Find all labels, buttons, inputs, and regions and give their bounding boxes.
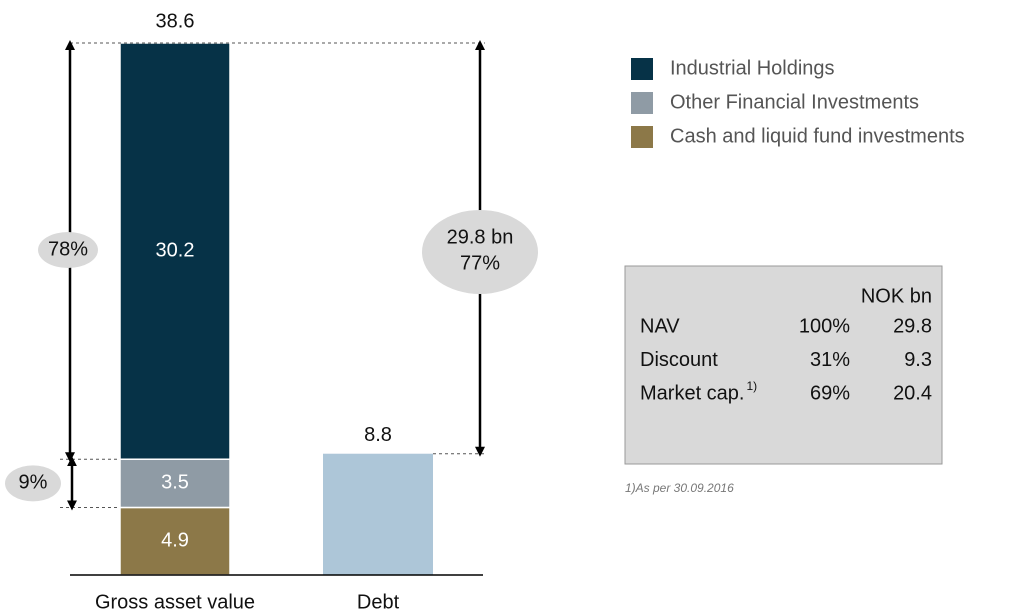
annotation: 77% [460, 252, 500, 274]
bar-segment [119, 506, 231, 576]
table-cell: 29.8 [893, 315, 932, 337]
data-label: 4.9 [161, 530, 189, 552]
annotation-bubble [422, 210, 538, 294]
table-header: NOK bn [861, 285, 932, 307]
table-box [624, 265, 943, 465]
annotation-bubble [38, 232, 98, 268]
annotation-bubble [5, 465, 61, 502]
total-label: 38.6 [156, 10, 195, 32]
table-cell: 69% [810, 382, 850, 404]
x-tick-label: Debt [357, 591, 400, 613]
table-cell: Discount [640, 349, 718, 371]
footnote: 1)As per 30.09.2016 [625, 481, 734, 495]
legend-label: Industrial Holdings [670, 57, 835, 79]
bar [323, 453, 433, 575]
annotation: 29.8 bn [447, 226, 514, 248]
annotation: 78% [48, 238, 88, 260]
data-label: 3.5 [161, 472, 189, 494]
legend-swatch [631, 58, 653, 80]
data-label: 8.8 [364, 424, 392, 446]
table-cell: 100% [799, 315, 850, 337]
table-cell: NAV [640, 315, 680, 337]
table-superscript: 1) [746, 379, 757, 393]
legend-swatch [631, 126, 653, 148]
annotation: 9% [19, 472, 48, 494]
table-cell: 9.3 [904, 349, 932, 371]
table-cell: 20.4 [893, 382, 932, 404]
legend-swatch [631, 92, 653, 114]
legend-label: Other Financial Investments [670, 91, 919, 113]
table-cell: 31% [810, 349, 850, 371]
data-label: 30.2 [156, 239, 195, 261]
bar-segment [119, 42, 231, 460]
x-tick-label: Gross asset value [95, 591, 255, 613]
legend-label: Cash and liquid fund investments [670, 125, 965, 147]
table-cell: Market cap. [640, 382, 744, 404]
